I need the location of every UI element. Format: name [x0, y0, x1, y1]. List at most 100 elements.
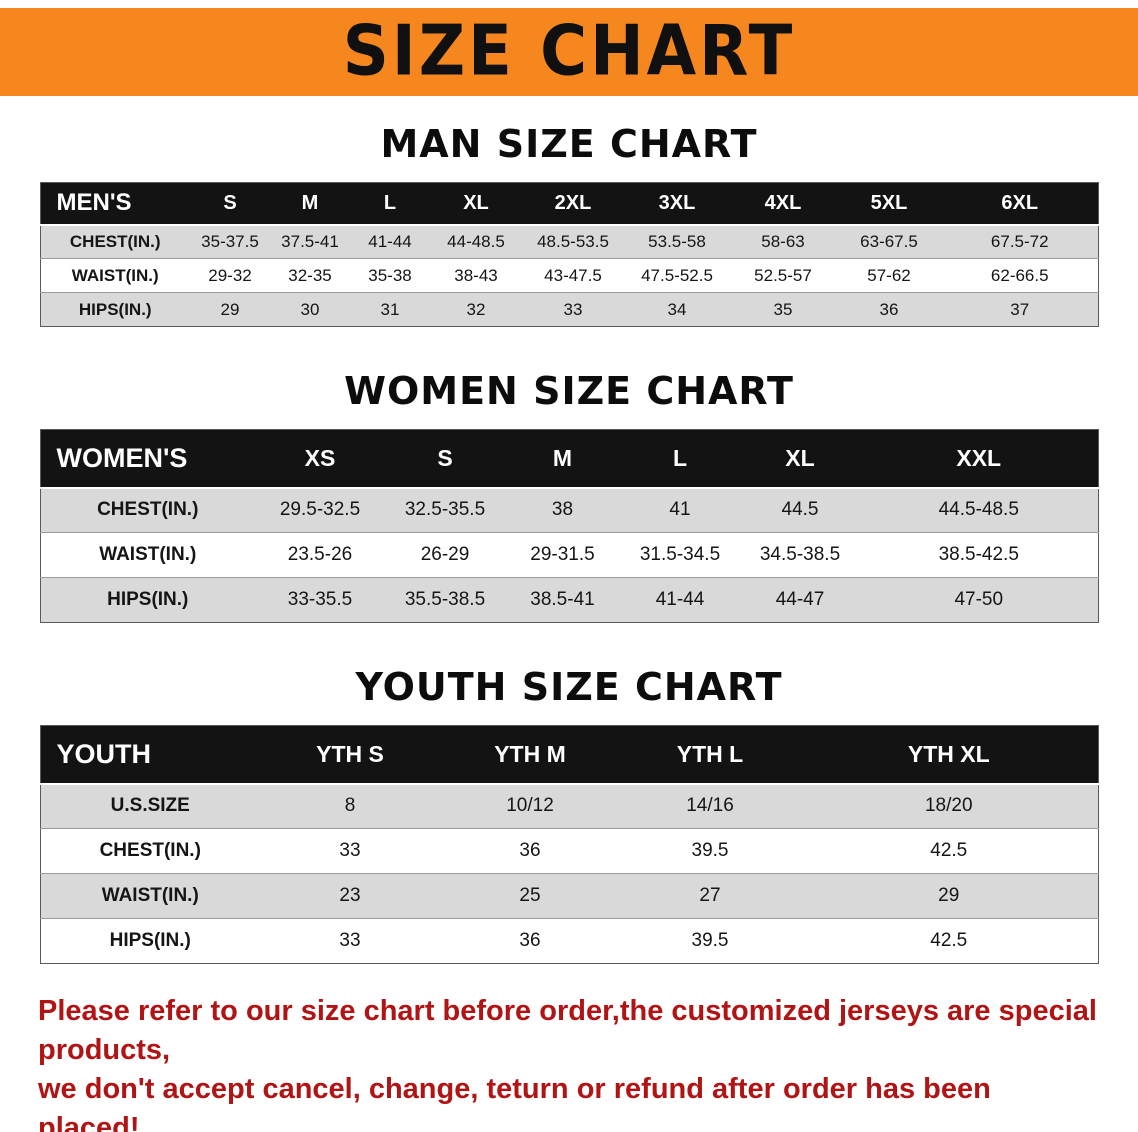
youth-size-chart-section: YOUTH SIZE CHART YOUTH YTH S YTH M YTH L…	[0, 665, 1138, 964]
cell: 34	[624, 292, 730, 327]
cell: 43-47.5	[522, 258, 624, 293]
cell: 25	[440, 873, 620, 919]
cell: 38.5-41	[505, 577, 620, 623]
row-label: HIPS(IN.)	[40, 577, 255, 623]
cell: 41-44	[620, 577, 740, 623]
column-header: 6XL	[942, 182, 1098, 225]
table-row: WAIST(IN.) 23.5-26 26-29 29-31.5 31.5-34…	[40, 532, 1098, 578]
cell: 47.5-52.5	[624, 258, 730, 293]
table-row: WAIST(IN.) 29-32 32-35 35-38 38-43 43-47…	[40, 258, 1098, 293]
column-header: XS	[255, 429, 385, 488]
banner-title: SIZE CHART	[342, 12, 796, 92]
cell: 36	[440, 918, 620, 964]
column-header: 2XL	[522, 182, 624, 225]
cell: 36	[836, 292, 942, 327]
cell: 35	[730, 292, 836, 327]
table-row: HIPS(IN.) 33-35.5 35.5-38.5 38.5-41 41-4…	[40, 577, 1098, 623]
column-header: L	[350, 182, 430, 225]
cell: 63-67.5	[836, 223, 942, 259]
column-header: L	[620, 429, 740, 488]
cell: 42.5	[800, 918, 1098, 964]
row-label: HIPS(IN.)	[40, 292, 190, 327]
cell: 27	[620, 873, 800, 919]
cell: 29-31.5	[505, 532, 620, 578]
cell: 62-66.5	[942, 258, 1098, 293]
cell: 58-63	[730, 223, 836, 259]
youth-section-heading: YOUTH SIZE CHART	[355, 665, 783, 709]
table-row: CHEST(IN.) 33 36 39.5 42.5	[40, 828, 1098, 874]
row-label: CHEST(IN.)	[40, 486, 255, 533]
column-header: YTH L	[620, 725, 800, 784]
footer-note: Please refer to our size chart before or…	[38, 992, 1100, 1132]
cell: 32.5-35.5	[385, 486, 505, 533]
table-header-row: YOUTH YTH S YTH M YTH L YTH XL	[40, 725, 1098, 784]
cell: 37	[942, 292, 1098, 327]
table-row: CHEST(IN.) 35-37.5 37.5-41 41-44 44-48.5…	[40, 223, 1098, 259]
cell: 33	[522, 292, 624, 327]
table-row: HIPS(IN.) 29 30 31 32 33 34 35 36 37	[40, 292, 1098, 327]
cell: 57-62	[836, 258, 942, 293]
row-label: CHEST(IN.)	[40, 828, 260, 874]
table-row: WAIST(IN.) 23 25 27 29	[40, 873, 1098, 919]
column-header: 4XL	[730, 182, 836, 225]
column-header: 5XL	[836, 182, 942, 225]
cell: 10/12	[440, 782, 620, 829]
cell: 35-37.5	[190, 223, 270, 259]
column-header: M	[505, 429, 620, 488]
women-table-title: WOMEN'S	[40, 429, 255, 488]
row-label: U.S.SIZE	[40, 782, 260, 829]
column-header: S	[190, 182, 270, 225]
row-label: HIPS(IN.)	[40, 918, 260, 964]
table-header-row: WOMEN'S XS S M L XL XXL	[40, 429, 1098, 488]
column-header: M	[270, 182, 350, 225]
cell: 31.5-34.5	[620, 532, 740, 578]
cell: 35-38	[350, 258, 430, 293]
table-header-row: MEN'S S M L XL 2XL 3XL 4XL 5XL 6XL	[40, 182, 1098, 225]
row-label: WAIST(IN.)	[40, 258, 190, 293]
cell: 41-44	[350, 223, 430, 259]
row-label: WAIST(IN.)	[40, 532, 255, 578]
cell: 41	[620, 486, 740, 533]
table-row: U.S.SIZE 8 10/12 14/16 18/20	[40, 782, 1098, 829]
youth-size-table: YOUTH YTH S YTH M YTH L YTH XL U.S.SIZE …	[39, 725, 1099, 964]
cell: 53.5-58	[624, 223, 730, 259]
cell: 35.5-38.5	[385, 577, 505, 623]
cell: 31	[350, 292, 430, 327]
cell: 37.5-41	[270, 223, 350, 259]
column-header: YTH S	[260, 725, 440, 784]
men-section-heading: MAN SIZE CHART	[380, 122, 758, 166]
women-size-chart-section: WOMEN SIZE CHART WOMEN'S XS S M L XL XXL	[0, 369, 1138, 623]
cell: 29-32	[190, 258, 270, 293]
cell: 29	[190, 292, 270, 327]
cell: 47-50	[860, 577, 1098, 623]
cell: 32-35	[270, 258, 350, 293]
cell: 33	[260, 828, 440, 874]
cell: 44.5	[740, 486, 860, 533]
women-section-heading: WOMEN SIZE CHART	[344, 369, 794, 413]
cell: 36	[440, 828, 620, 874]
cell: 38.5-42.5	[860, 532, 1098, 578]
men-size-chart-section: MAN SIZE CHART MEN'S S M L XL 2XL 3XL 4X…	[0, 122, 1138, 327]
cell: 52.5-57	[730, 258, 836, 293]
table-row: HIPS(IN.) 33 36 39.5 42.5	[40, 918, 1098, 964]
footer-line-2: we don't accept cancel, change, teturn o…	[38, 1072, 991, 1132]
footer-line-1: Please refer to our size chart before or…	[38, 995, 1097, 1066]
cell: 14/16	[620, 782, 800, 829]
table-row: CHEST(IN.) 29.5-32.5 32.5-35.5 38 41 44.…	[40, 486, 1098, 533]
column-header: YTH M	[440, 725, 620, 784]
cell: 67.5-72	[942, 223, 1098, 259]
cell: 44.5-48.5	[860, 486, 1098, 533]
cell: 30	[270, 292, 350, 327]
cell: 39.5	[620, 918, 800, 964]
cell: 29	[800, 873, 1098, 919]
cell: 34.5-38.5	[740, 532, 860, 578]
cell: 32	[430, 292, 522, 327]
cell: 38	[505, 486, 620, 533]
cell: 42.5	[800, 828, 1098, 874]
column-header: XL	[740, 429, 860, 488]
cell: 48.5-53.5	[522, 223, 624, 259]
cell: 8	[260, 782, 440, 829]
men-size-table: MEN'S S M L XL 2XL 3XL 4XL 5XL 6XL CHEST…	[39, 182, 1099, 327]
row-label: CHEST(IN.)	[40, 223, 190, 259]
